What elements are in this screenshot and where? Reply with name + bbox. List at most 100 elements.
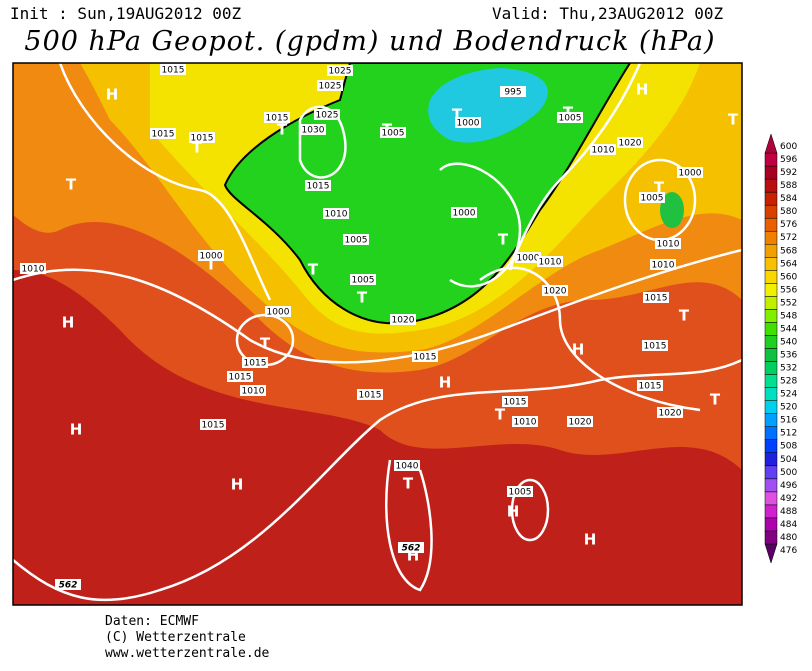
pressure-center: T (277, 121, 288, 139)
colorbar-label: 476 (780, 546, 797, 556)
isobar-label: 1025 (319, 82, 342, 92)
colorbar-label: 504 (780, 455, 797, 465)
label-bg (637, 380, 663, 391)
pressure-center: H (62, 314, 75, 332)
label-bg (657, 407, 683, 418)
isobar-label: 1015 (359, 391, 382, 401)
colorbar-cell (764, 230, 778, 245)
colorbar-cell (764, 335, 778, 349)
colorbar-label: 544 (780, 324, 797, 334)
pressure-center: T (679, 307, 690, 325)
isobar-label: 1015 (639, 382, 662, 392)
colorbar-label: 540 (780, 337, 797, 347)
colorbar-label: 596 (780, 155, 797, 165)
label-bg (350, 274, 376, 285)
label-bg (451, 207, 477, 218)
isobar-label: 1025 (316, 111, 339, 121)
isobar-label: 1010 (539, 258, 562, 268)
colorbar-label: 492 (780, 494, 797, 504)
colorbar-label: 516 (780, 416, 797, 426)
label-bg (200, 419, 226, 430)
colorbar-cell (764, 283, 778, 297)
isobar-label: 1020 (619, 139, 642, 149)
colorbar-cell (764, 296, 778, 310)
colorbar-label: 592 (780, 168, 797, 178)
colorbar-cell (764, 270, 778, 284)
isobar-label: 1020 (544, 287, 567, 297)
pressure-center: T (710, 391, 721, 409)
label-bg (655, 238, 681, 249)
colorbar-cell (764, 374, 778, 388)
pressure-center: T (452, 106, 463, 124)
colorbar-label: 512 (780, 429, 797, 439)
label-bg (512, 416, 538, 427)
label-bg (198, 250, 224, 261)
isobar-label: 1000 (453, 209, 476, 219)
pressure-center: H (636, 81, 649, 99)
colorbar-label: 548 (780, 311, 797, 321)
label-bg (55, 579, 81, 590)
pressure-center: H (439, 374, 452, 392)
pressure-center: T (498, 231, 509, 249)
colorbar-label: 588 (780, 181, 797, 191)
isobar-label: 1005 (559, 114, 582, 124)
label-bg (160, 64, 186, 75)
colorbar-label: 552 (780, 298, 797, 308)
footer-line: www.wetterzentrale.de (105, 646, 270, 661)
map-title: 500 hPa Geopot. (gpdm) und Bodendruck (h… (24, 26, 716, 57)
isobar-label: 1005 (382, 129, 405, 139)
pressure-center: T (308, 261, 319, 279)
colorbar-label: 568 (780, 246, 797, 256)
colorbar-label: 560 (780, 272, 797, 282)
colorbar-label: 580 (780, 207, 797, 217)
isobar-label: 1040 (396, 462, 419, 472)
label-bg (412, 351, 438, 362)
colorbar-label: 508 (780, 442, 797, 452)
colorbar-cell (764, 309, 778, 323)
colorbar-cell (764, 244, 778, 258)
label-bg (240, 385, 266, 396)
label-bg (502, 396, 528, 407)
label-bg (542, 285, 568, 296)
label-bg (537, 256, 563, 267)
colorbar-label: 556 (780, 285, 797, 295)
colorbar-label: 528 (780, 377, 797, 387)
pressure-center: T (66, 176, 77, 194)
colorbar-cell (764, 426, 778, 440)
isobar-label: 1005 (345, 236, 368, 246)
label-bg (500, 86, 526, 97)
colorbar-label: 564 (780, 259, 797, 269)
pressure-center: T (403, 475, 414, 493)
colorbar-label: 532 (780, 364, 797, 374)
colorbar-cell (764, 517, 778, 532)
pressure-center: T (206, 256, 217, 274)
colorbar-cell (764, 257, 778, 271)
colorbar-cell (764, 491, 778, 506)
isobar-label: 1010 (325, 210, 348, 220)
isobar-label: 1010 (652, 261, 675, 271)
pressure-center: H (507, 503, 520, 521)
colorbar-cell (764, 191, 778, 206)
label-bg (390, 314, 416, 325)
label-bg (227, 371, 253, 382)
label-bg (507, 486, 533, 497)
pressure-center: H (70, 421, 83, 439)
isobar-label: 1010 (657, 240, 680, 250)
isobar-label: 1005 (641, 194, 664, 204)
isobar-label: 562 (402, 544, 421, 554)
isobar-label: 1010 (22, 265, 45, 275)
label-bg (398, 542, 424, 553)
colorbar-cell (764, 204, 778, 219)
label-bg (242, 357, 268, 368)
colorbar-label: 500 (780, 468, 797, 478)
isobar-label: 1020 (659, 409, 682, 419)
colorbar-cell (764, 478, 778, 493)
isobar-label: 1005 (509, 488, 532, 498)
label-bg (639, 192, 665, 203)
colorbar-label: 496 (780, 481, 797, 491)
colorbar-cell (764, 465, 778, 480)
colorbar-cell (764, 322, 778, 336)
pressure-center: T (495, 406, 506, 424)
isobar-label: 1015 (229, 373, 252, 383)
